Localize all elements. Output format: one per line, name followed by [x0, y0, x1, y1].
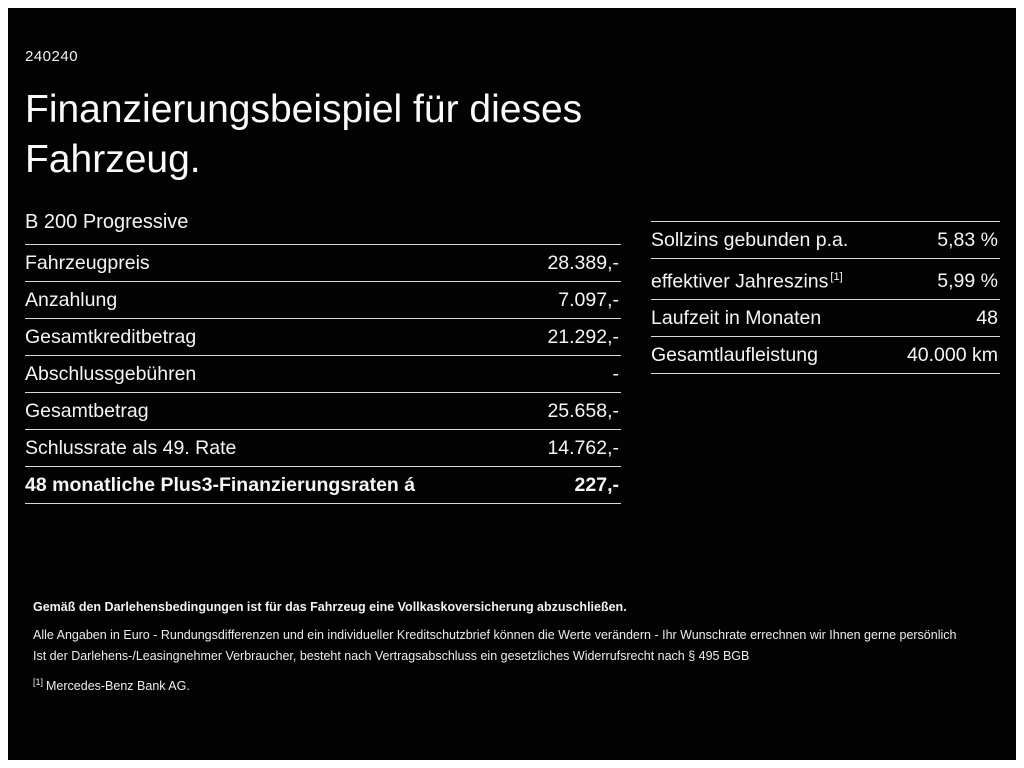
- page-title-line1: Finanzierungsbeispiel für dieses: [25, 88, 583, 131]
- row-label: Schlussrate als 49. Rate: [25, 436, 237, 459]
- table-row-gesamtbetrag: Gesamtbetrag 25.658,-: [25, 393, 621, 430]
- table-row-laufzeit: Laufzeit in Monaten 48: [651, 300, 1000, 338]
- financing-table-right: Sollzins gebunden p.a. 5,83 % effektiver…: [651, 220, 1000, 375]
- table-row-anzahlung: Anzahlung 7.097,-: [25, 282, 621, 319]
- row-value: 48: [976, 307, 998, 330]
- row-value: 21.292,-: [547, 325, 619, 348]
- row-value: 227,-: [574, 473, 619, 496]
- row-value: 5,99 %: [937, 270, 998, 293]
- table-row-effektiver-jahreszins: effektiver Jahreszins [1] 5,99 %: [651, 259, 1000, 301]
- row-value: 25.658,-: [547, 399, 619, 422]
- financing-table-left: Fahrzeugpreis 28.389,- Anzahlung 7.097,-…: [25, 243, 621, 504]
- row-label: Gesamtkreditbetrag: [25, 325, 197, 348]
- table-row-schlussrate: Schlussrate als 49. Rate 14.762,-: [25, 430, 621, 467]
- row-value: 28.389,-: [547, 251, 619, 274]
- footer-footnote: [1] Mercedes-Benz Bank AG.: [33, 677, 992, 693]
- table-row-monatsrate: 48 monatliche Plus3-Finanzierungsraten á…: [25, 467, 621, 504]
- row-value: 5,83 %: [937, 228, 998, 251]
- footer-line-2: Alle Angaben in Euro - Rundungsdifferenz…: [33, 628, 957, 642]
- row-value: 7.097,-: [558, 288, 619, 311]
- footer-line-3: Ist der Darlehens-/Leasingnehmer Verbrau…: [33, 649, 750, 663]
- row-label: 48 monatliche Plus3-Finanzierungsraten á: [25, 473, 416, 496]
- row-label: Anzahlung: [25, 288, 118, 311]
- left-column: B 200 Progressive Fahrzeugpreis 28.389,-…: [25, 185, 621, 504]
- footnote-text: Mercedes-Benz Bank AG.: [46, 679, 190, 694]
- table-row-gesamtkreditbetrag: Gesamtkreditbetrag 21.292,-: [25, 319, 621, 356]
- page-title: Finanzierungsbeispiel für dieses Fahrzeu…: [25, 85, 1000, 185]
- legal-footer: Gemäß den Darlehensbedingungen ist für d…: [33, 600, 992, 693]
- vehicle-model: B 200 Progressive: [25, 210, 189, 233]
- row-label: effektiver Jahreszins [1]: [651, 267, 843, 292]
- finance-tables: B 200 Progressive Fahrzeugpreis 28.389,-…: [25, 185, 1000, 504]
- row-label: Gesamtbetrag: [25, 399, 149, 422]
- row-value: 14.762,-: [547, 436, 619, 459]
- footer-bold-line: Gemäß den Darlehensbedingungen ist für d…: [33, 600, 627, 614]
- row-label: Sollzins gebunden p.a.: [651, 228, 849, 251]
- table-row-abschlussgebuehren: Abschlussgebühren -: [25, 356, 621, 393]
- row-value: -: [612, 362, 620, 385]
- page-title-line2: Fahrzeug.: [25, 137, 201, 181]
- table-row-gesamtlaufleistung: Gesamtlaufleistung 40.000 km: [651, 337, 1000, 375]
- table-row-sollzins: Sollzins gebunden p.a. 5,83 %: [651, 222, 1000, 259]
- row-label-text: effektiver Jahreszins: [651, 270, 829, 293]
- finance-example-panel: 240240 Finanzierungsbeispiel für dieses …: [8, 8, 1016, 760]
- row-value: 40.000 km: [906, 344, 998, 367]
- row-label: Abschlussgebühren: [25, 362, 197, 385]
- right-column: Sollzins gebunden p.a. 5,83 % effektiver…: [651, 220, 1000, 375]
- row-label: Fahrzeugpreis: [25, 251, 150, 274]
- row-label: Gesamtlaufleistung: [651, 344, 818, 367]
- table-row-fahrzeugpreis: Fahrzeugpreis 28.389,-: [25, 245, 621, 282]
- footnote-ref-icon: [1]: [830, 270, 843, 283]
- document-code: 240240: [25, 48, 79, 65]
- footnote-marker: [1]: [33, 677, 44, 687]
- row-label: Laufzeit in Monaten: [651, 307, 822, 330]
